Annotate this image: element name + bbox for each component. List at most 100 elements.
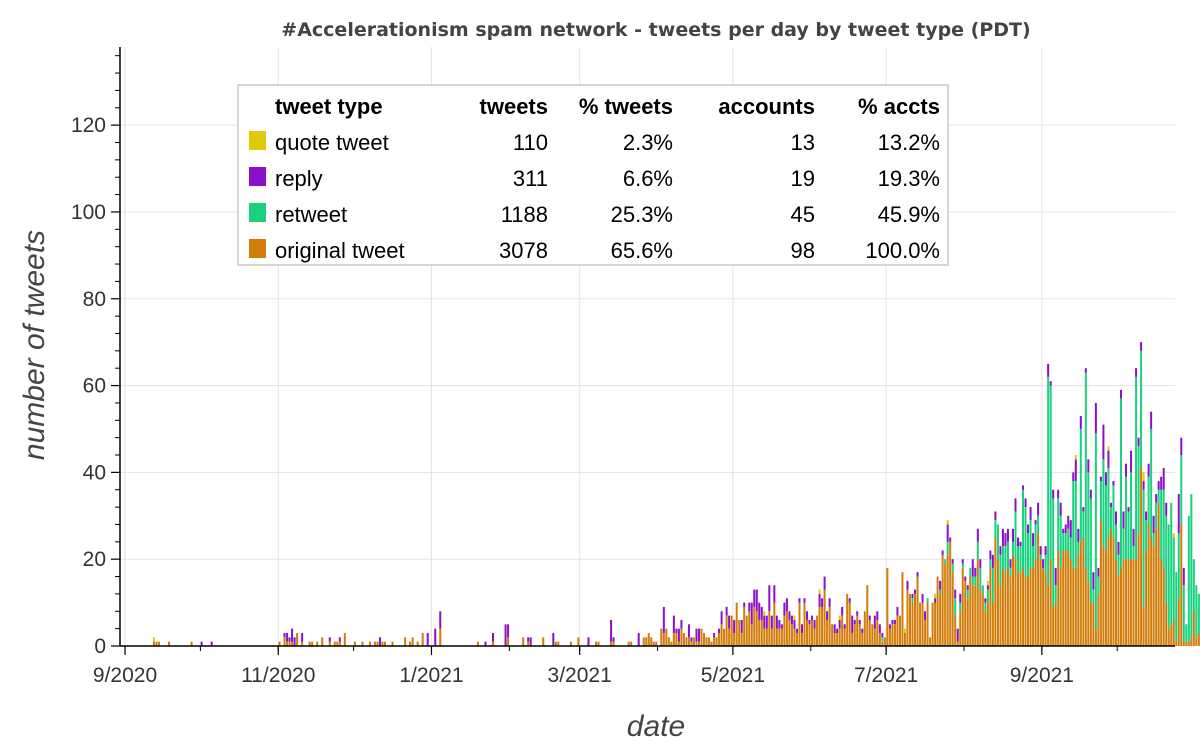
bar-retweet [1147,476,1150,525]
bar-original [841,615,844,646]
bar-original [697,641,700,646]
legend-original-accounts: 98 [791,238,815,263]
bar-reply [1152,515,1155,534]
bar-original [816,615,819,646]
bar-retweet [1137,446,1140,534]
bar-original [662,632,665,646]
bar-original [685,637,688,646]
bar-reply [728,615,731,629]
bar-reply [893,619,896,625]
bar-original [1064,550,1067,646]
bar-reply [896,606,899,616]
bar-quote [1142,472,1145,482]
bar-original [713,637,716,646]
bar-reply [1062,528,1065,534]
bar-reply [795,628,798,633]
bar-reply [743,602,746,607]
bar-retweet [1092,589,1095,603]
bar-reply [964,576,967,581]
bar-original [1132,559,1135,646]
bar-reply [1160,476,1163,490]
bar-reply [1132,528,1135,547]
bar-retweet [946,541,949,555]
bar-reply [763,615,766,629]
bar-original [353,641,356,646]
bar-reply [1104,472,1107,486]
bar-retweet [1152,533,1155,547]
bar-original [404,637,407,646]
bar-original [718,632,721,646]
bar-reply [1049,381,1052,386]
bar-retweet [1064,533,1067,551]
bar-reply [951,559,954,564]
bar-retweet [1084,372,1087,568]
bar-original [569,641,572,646]
bar-original [738,619,741,646]
bar-original [1167,628,1170,646]
bar-original [1037,533,1040,646]
bar-reply [1054,567,1057,586]
bar-original [1059,567,1062,646]
bar-reply [1059,502,1062,516]
bar-reply [210,641,213,646]
bar-original [851,632,854,646]
bar-original [291,641,294,646]
bar-reply [1009,559,1012,568]
bar-reply [680,619,683,629]
bar-original [527,641,530,646]
x-tick-label: 3/2021 [548,664,612,687]
bar-reply [826,611,829,620]
bar-reply [788,611,791,620]
legend-reply-pct-accts: 19.3% [878,166,940,191]
bar-retweet [1027,533,1030,577]
bar-reply [911,593,914,599]
bar-retweet [1006,541,1009,568]
bar-original [1062,550,1065,646]
bar-reply [838,619,841,629]
bar-original [969,576,972,646]
bar-reply [765,615,768,629]
bar-original [818,606,821,646]
bar-reply [504,624,507,646]
bar-reply [843,624,846,629]
bar-original [858,624,861,646]
bar-reply [1165,502,1168,516]
legend-reply-accounts: 19 [791,166,815,191]
bar-original [893,624,896,646]
bar-reply [811,615,814,620]
bar-retweet [1001,546,1004,568]
bar-quote [1172,533,1175,538]
bar-reply [1006,528,1009,542]
bar-original [878,632,881,646]
bar-retweet [1099,481,1102,521]
bar-original [1057,550,1060,646]
bar-retweet [1150,428,1153,538]
bar-original [883,637,886,646]
bar-reply [1125,463,1128,477]
bar-reply [552,632,555,646]
bar-retweet [1135,376,1138,560]
bar-original [328,641,331,646]
bar-reply [785,598,788,612]
bar-original [871,624,874,646]
bar-reply [1109,502,1112,508]
bar-original [745,615,748,646]
bar-retweet [1190,494,1193,638]
bar-reply [1147,463,1150,477]
legend-table: tweet type tweets % tweets accounts % ac… [237,84,949,266]
bar-original [976,559,979,646]
bar-reply [1047,363,1050,377]
bar-original [876,619,879,646]
bar-reply [1027,524,1030,534]
bar-original [846,593,849,646]
bar-quote [793,615,796,620]
bar-original [301,641,304,646]
bar-original [803,602,806,646]
bar-original [788,619,791,646]
bar-original [630,641,633,646]
bar-reply [858,619,861,625]
bar-original [336,641,339,646]
legend-reply-type: reply [275,166,323,191]
bar-reply [1001,528,1004,547]
